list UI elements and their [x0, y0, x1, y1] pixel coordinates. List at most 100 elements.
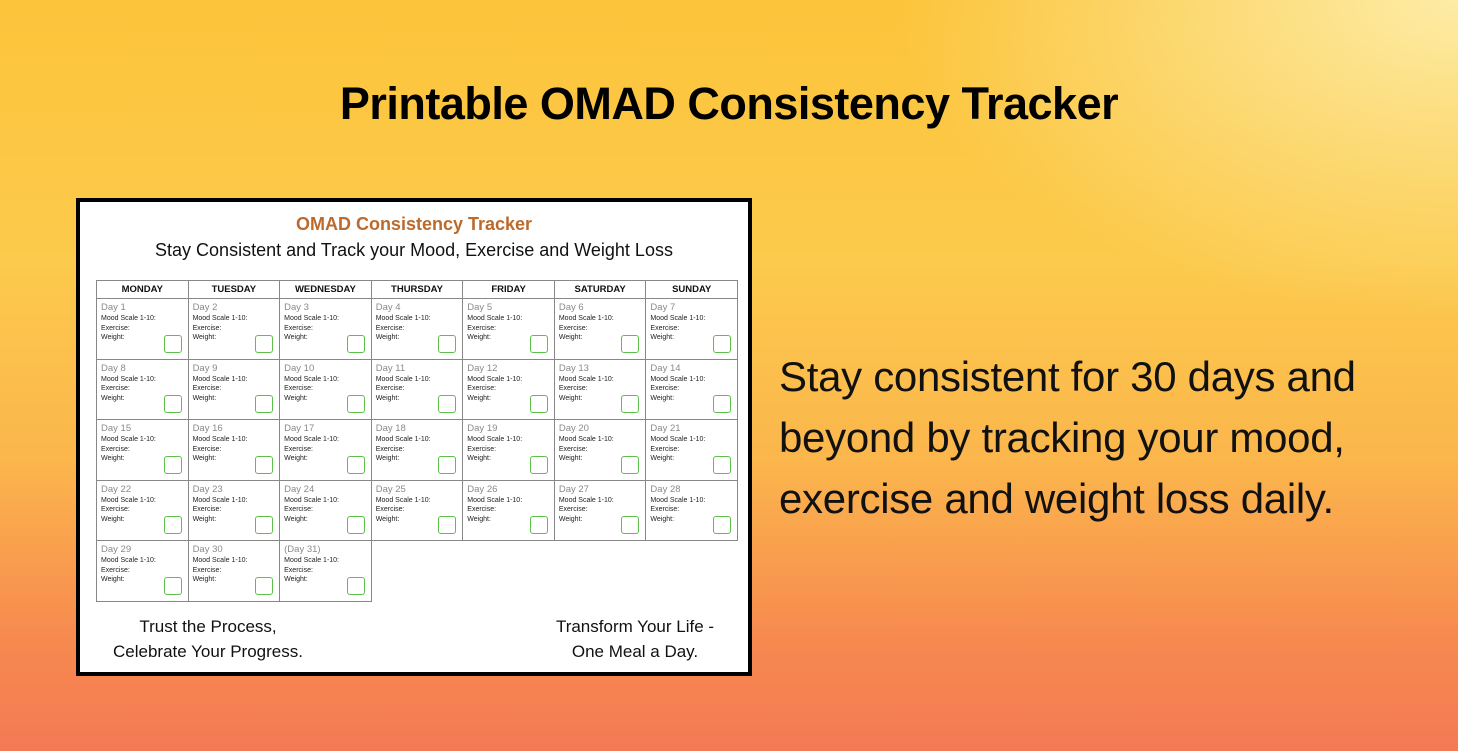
field-label: Mood Scale 1-10:	[650, 496, 706, 504]
checkbox-icon[interactable]	[163, 334, 182, 353]
field-label: Weight:	[558, 394, 583, 402]
checkbox-icon[interactable]	[255, 334, 274, 353]
checkbox-icon[interactable]	[255, 516, 274, 534]
day-label: Day 17	[284, 423, 315, 434]
field-label: Weight:	[101, 334, 125, 341]
checkbox-icon[interactable]	[163, 576, 182, 595]
checkbox-icon[interactable]	[529, 516, 548, 534]
footer-right-line-2: One Meal a Day.	[571, 642, 699, 661]
tagline: Stay consistent for 30 days and beyond b…	[779, 353, 1356, 522]
checkbox-icon[interactable]	[438, 334, 457, 353]
day-label: Day 15	[101, 423, 132, 434]
checkbox-icon[interactable]	[346, 455, 365, 474]
field-label: Exercise:	[650, 506, 680, 513]
field-label: Exercise:	[101, 506, 130, 513]
checkbox-icon[interactable]	[621, 516, 640, 534]
checkbox-icon[interactable]	[438, 516, 457, 534]
field-label: Exercise:	[558, 324, 588, 332]
day-label: Day 1	[101, 302, 126, 313]
field-label: Exercise:	[375, 324, 405, 332]
day-label: Day 14	[650, 362, 681, 374]
weekday-header: FRIDAY	[463, 281, 555, 299]
checkbox-icon[interactable]	[712, 395, 731, 413]
field-label: Exercise:	[101, 445, 130, 453]
checkbox-icon[interactable]	[712, 516, 731, 534]
day-label: (Day 31)	[284, 544, 321, 555]
checkbox-icon[interactable]	[255, 576, 274, 595]
empty-cell	[555, 541, 647, 602]
day-cell: Day 16 Mood Scale 1-10: Exercise: Weight:	[188, 420, 281, 481]
field-label: Mood Scale 1-10:	[192, 375, 248, 383]
day-cell: Day 26 Mood Scale 1-10: Exercise: Weight:	[463, 480, 555, 541]
field-label: Exercise:	[101, 324, 130, 332]
checkbox-icon[interactable]	[346, 576, 365, 595]
day-cell: Day 28 Mood Scale 1-10: Exercise: Weight:	[646, 480, 738, 541]
field-label: Mood Scale 1-10:	[284, 315, 340, 322]
day-label: Day 27	[558, 483, 589, 495]
weekday-header: WEDNESDAY	[280, 281, 372, 299]
day-label: Day 2	[192, 302, 218, 313]
field-label: Weight:	[375, 394, 400, 402]
day-label: Day 8	[101, 362, 126, 374]
checkbox-icon[interactable]	[346, 334, 365, 353]
checkbox-icon[interactable]	[621, 334, 640, 353]
field-label: Mood Scale 1-10:	[101, 436, 156, 443]
checkbox-icon[interactable]	[621, 455, 640, 474]
day-label: Day 12	[467, 362, 498, 374]
day-label: Day 7	[650, 302, 676, 313]
field-label: Mood Scale 1-10:	[101, 375, 156, 383]
checkbox-icon[interactable]	[438, 395, 457, 413]
checkbox-icon[interactable]	[163, 455, 182, 474]
checkbox-icon[interactable]	[529, 395, 548, 413]
day-label: Day 6	[558, 302, 584, 313]
field-label: Mood Scale 1-10:	[650, 315, 706, 322]
field-label: Weight:	[650, 394, 675, 402]
field-label: Mood Scale 1-10:	[101, 557, 156, 564]
day-cell: Day 11 Mood Scale 1-10: Exercise: Weight:	[371, 359, 464, 420]
day-cell: Day 7 Mood Scale 1-10: Exercise: Weight:	[646, 299, 738, 360]
field-label: Exercise:	[284, 506, 313, 513]
day-label: Day 25	[375, 483, 406, 495]
field-label: Exercise:	[101, 385, 130, 392]
checkbox-icon[interactable]	[163, 516, 182, 534]
checkbox-icon[interactable]	[438, 455, 457, 474]
page-headline: Printable OMAD Consistency Tracker	[339, 78, 1119, 129]
day-label: Day 11	[375, 362, 406, 374]
day-label: Day 4	[375, 302, 401, 313]
field-label: Mood Scale 1-10:	[558, 315, 614, 322]
footer-right-quote: Transform Your Life - One Meal a Day.	[540, 614, 730, 664]
tracker-preview-card: OMAD Consistency Tracker Stay Consistent…	[76, 198, 752, 676]
checkbox-icon[interactable]	[346, 395, 365, 413]
field-label: Mood Scale 1-10:	[192, 496, 248, 504]
field-label: Weight:	[101, 394, 125, 402]
field-label: Mood Scale 1-10:	[284, 557, 340, 564]
checkbox-icon[interactable]	[621, 395, 640, 413]
tracker-calendar-grid: MONDAY TUESDAY WEDNESDAY THURSDAY FRIDAY SATU…	[96, 280, 738, 602]
checkbox-icon[interactable]	[712, 334, 731, 353]
weekday-header: MONDAY	[97, 281, 189, 299]
day-cell: Day 19 Mood Scale 1-10: Exercise: Weight:	[463, 420, 555, 481]
day-cell: Day 4 Mood Scale 1-10: Exercise: Weight:	[371, 299, 464, 360]
checkbox-icon[interactable]	[529, 334, 548, 353]
empty-cell	[372, 541, 464, 602]
day-label: Day 19	[467, 423, 498, 434]
field-label: Exercise:	[650, 445, 680, 453]
day-cell: Day 17 Mood Scale 1-10: Exercise: Weight:	[280, 420, 372, 481]
checkbox-icon[interactable]	[712, 455, 731, 474]
checkbox-icon[interactable]	[163, 395, 182, 413]
field-label: Weight:	[467, 334, 491, 341]
day-cell: Day 20 Mood Scale 1-10: Exercise: Weight:	[554, 420, 647, 481]
day-cell: Day 1 Mood Scale 1-10: Exercise: Weight:	[97, 299, 189, 360]
checkbox-icon[interactable]	[346, 516, 365, 534]
field-label: Weight:	[375, 334, 400, 341]
field-label: Weight:	[192, 394, 217, 402]
field-label: Exercise:	[284, 324, 313, 332]
field-label: Exercise:	[375, 385, 405, 392]
day-cell: Day 10 Mood Scale 1-10: Exercise: Weight:	[280, 359, 372, 420]
checkbox-icon[interactable]	[255, 395, 274, 413]
checkbox-icon[interactable]	[529, 455, 548, 474]
checkbox-icon[interactable]	[255, 455, 274, 474]
field-label: Exercise:	[650, 324, 680, 332]
field-label: Weight:	[375, 515, 400, 523]
field-label: Mood Scale 1-10:	[375, 375, 431, 383]
